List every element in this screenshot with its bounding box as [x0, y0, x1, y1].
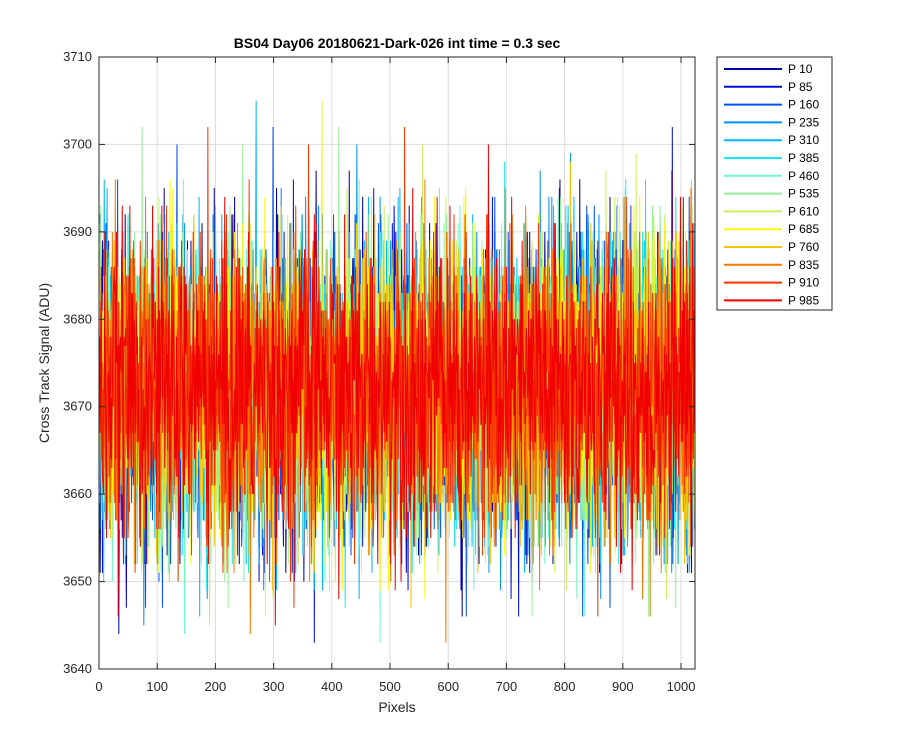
legend-label-p-235: P 235: [788, 115, 819, 129]
x-tick-label: 0: [95, 679, 102, 694]
x-tick-label: 500: [379, 679, 401, 694]
x-tick-label: 800: [554, 679, 576, 694]
ticks: [98, 56, 695, 670]
x-axis-label: Pixels: [378, 699, 415, 715]
chart-title: BS04 Day06 20180621-Dark-026 int time = …: [234, 35, 561, 51]
y-tick-label: 3680: [63, 311, 92, 326]
x-tick-label: 900: [612, 679, 634, 694]
y-axis-label: Cross Track Signal (ADU): [36, 283, 52, 443]
legend-label-p-610: P 610: [788, 204, 819, 218]
y-tick-label: 3650: [63, 574, 92, 589]
y-tick-label: 3670: [63, 399, 92, 414]
legend-label-p-85: P 85: [788, 80, 813, 94]
y-tick-label: 3640: [63, 661, 92, 676]
series-line-p-835: [99, 179, 695, 643]
legend-label-p-160: P 160: [788, 98, 819, 112]
y-tick-label: 3690: [63, 224, 92, 239]
tick-labels: 0 100 200 300 400 500 600 700 800 900 1000 3640 3650…: [63, 49, 695, 694]
y-tick-label: 3710: [63, 49, 92, 64]
legend-label-p-985: P 985: [788, 293, 819, 307]
x-tick-label: 100: [146, 679, 168, 694]
x-tick-label: 1000: [667, 679, 696, 694]
legend: P 10 P 85 P 160 P 235 P 310 P 385 P 460 P 535 P …: [716, 56, 833, 311]
legend-label-p-535: P 535: [788, 187, 819, 201]
series-line-p-985: [99, 144, 695, 626]
y-tick-label: 3700: [63, 136, 92, 151]
x-tick-label: 200: [205, 679, 227, 694]
x-tick-label: 300: [263, 679, 285, 694]
x-tick-label: 400: [321, 679, 343, 694]
legend-label-p-685: P 685: [788, 222, 819, 236]
legend-label-p-910: P 910: [788, 276, 819, 290]
legend-label-p-460: P 460: [788, 169, 819, 183]
series-layer: [99, 100, 695, 643]
y-tick-label: 3660: [63, 486, 92, 501]
legend-label-p-835: P 835: [788, 258, 819, 272]
plot-area-frame: [98, 56, 696, 670]
legend-label-p-310: P 310: [788, 133, 819, 147]
legend-box: [716, 56, 833, 311]
x-tick-label: 600: [437, 679, 459, 694]
legend-label-p-10: P 10: [788, 62, 813, 76]
x-tick-label: 700: [496, 679, 518, 694]
legend-label-p-385: P 385: [788, 151, 819, 165]
legend-label-p-760: P 760: [788, 240, 819, 254]
